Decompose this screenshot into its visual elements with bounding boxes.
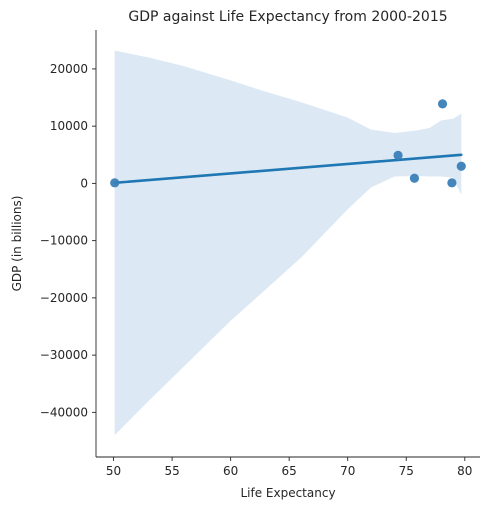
x-tick-label-65: 65: [282, 464, 297, 478]
data-point-2: [393, 150, 403, 160]
x-tick-label-80: 80: [457, 464, 472, 478]
x-axis-label: Life Expectancy: [240, 486, 335, 500]
regression-line: [113, 153, 463, 185]
x-tick-label-75: 75: [399, 464, 414, 478]
confidence-band-layer: [114, 50, 462, 436]
data-point-6: [456, 161, 466, 171]
x-tick-label-70: 70: [340, 464, 355, 478]
x-tick-label-60: 60: [223, 464, 238, 478]
chart-title: GDP against Life Expectancy from 2000-20…: [128, 9, 447, 25]
data-point-3: [409, 173, 420, 183]
y-tick-label-4: 0: [80, 176, 88, 190]
axes: 50 55 60 65 70 75 80 −40000 −30000 −20000 −10000 0 1…: [40, 30, 480, 478]
y-tick-label-3: −10000: [40, 234, 88, 248]
data-points-layer: [110, 99, 466, 188]
y-tick-label-1: −30000: [40, 348, 88, 362]
data-point-5: [447, 178, 457, 188]
data-point-1: [110, 178, 120, 188]
regression-line-layer: [113, 153, 463, 185]
y-axis-label: GDP (in billions): [10, 196, 24, 292]
y-tick-label-6: 20000: [50, 62, 88, 76]
y-tick-label-2: −20000: [40, 291, 88, 305]
y-tick-label-0: −40000: [40, 405, 88, 419]
x-tick-label-55: 55: [164, 464, 179, 478]
x-tick-label-50: 50: [106, 464, 121, 478]
y-tick-label-5: 10000: [50, 119, 88, 133]
data-point-4: [437, 99, 448, 109]
confidence-band: [114, 50, 462, 436]
